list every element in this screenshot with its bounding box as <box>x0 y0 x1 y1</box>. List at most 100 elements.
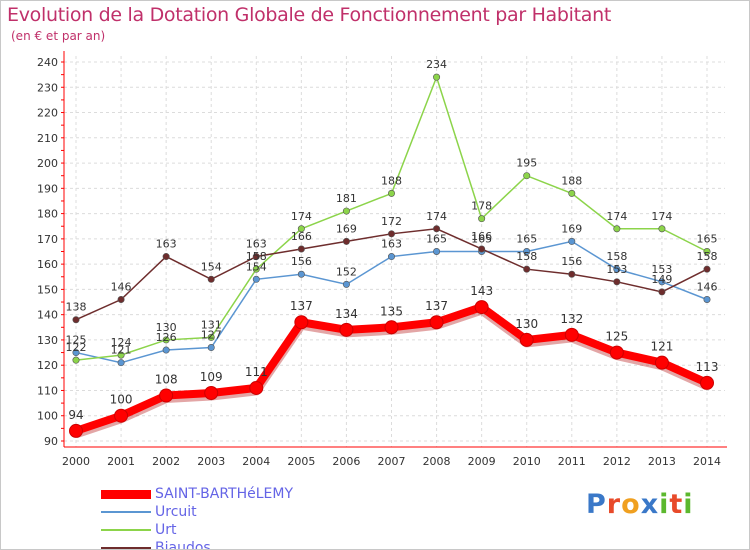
y-tick-label: 150 <box>37 283 58 296</box>
data-label-urt: 130 <box>156 321 177 334</box>
y-tick-label: 240 <box>37 56 58 69</box>
point-biaudos <box>207 275 215 283</box>
x-tick-label: 2006 <box>332 455 360 468</box>
legend-item: SAINT-BARTHéLEMY <box>101 485 293 503</box>
data-label-biaudos: 158 <box>516 250 537 263</box>
point-urt <box>658 225 666 233</box>
point-urt <box>162 336 170 344</box>
proxiti-logo: Proxiti <box>586 489 694 520</box>
y-tick-label: 210 <box>37 132 58 145</box>
point-urcuit <box>297 270 305 278</box>
y-tick-label: 160 <box>37 258 58 271</box>
data-label-urcuit: 121 <box>111 344 132 357</box>
data-label-biaudos: 158 <box>697 250 718 263</box>
point-urcuit <box>72 349 80 357</box>
chart-title: Evolution de la Dotation Globale de Fonc… <box>7 4 612 26</box>
data-label-urt: 188 <box>561 174 582 187</box>
data-label-biaudos: 166 <box>291 230 312 243</box>
x-tick-label: 2003 <box>197 455 225 468</box>
data-label-biaudos: 166 <box>471 230 492 243</box>
logo-letter: P <box>586 489 607 520</box>
data-label-biaudos: 146 <box>111 281 132 294</box>
point-saint-barth-lemy <box>294 315 309 330</box>
data-label-biaudos: 153 <box>606 263 627 276</box>
data-label-urt: 181 <box>336 192 357 205</box>
x-tick-label: 2014 <box>693 455 721 468</box>
point-biaudos <box>387 230 395 238</box>
legend-swatch <box>101 511 151 513</box>
point-urcuit <box>433 248 441 256</box>
point-saint-barth-lemy <box>519 332 534 347</box>
y-tick-label: 120 <box>37 359 58 372</box>
data-label-urcuit: 126 <box>156 331 177 344</box>
data-label-urcuit: 127 <box>201 329 222 342</box>
point-urt <box>117 351 125 359</box>
point-biaudos <box>613 278 621 286</box>
point-urt <box>297 225 305 233</box>
point-saint-barth-lemy <box>700 375 714 390</box>
data-label-urcuit: 125 <box>66 334 87 347</box>
data-label-urcuit: 165 <box>471 233 492 246</box>
point-urt <box>433 73 441 81</box>
point-urcuit <box>252 275 260 283</box>
point-biaudos <box>252 253 260 261</box>
point-biaudos <box>703 265 711 273</box>
data-label-biaudos: 156 <box>561 255 582 268</box>
point-urt <box>703 248 711 256</box>
data-label-saint-barth-lemy: 125 <box>605 330 628 344</box>
x-tick-label: 2011 <box>558 455 586 468</box>
y-tick-label: 220 <box>37 107 58 120</box>
point-urcuit <box>523 248 531 256</box>
data-label-urcuit: 165 <box>426 233 447 246</box>
data-label-urt: 174 <box>291 210 312 223</box>
data-label-urt: 165 <box>697 233 718 246</box>
data-label-biaudos: 163 <box>246 238 267 251</box>
point-urcuit <box>207 344 215 352</box>
data-label-urt: 158 <box>246 250 267 263</box>
y-tick-label: 110 <box>37 384 58 397</box>
data-label-saint-barth-lemy: 137 <box>425 299 448 313</box>
legend-swatch <box>101 547 151 549</box>
point-saint-barth-lemy <box>654 355 669 370</box>
legend-label: Urcuit <box>155 504 197 520</box>
x-tick-label: 2007 <box>378 455 406 468</box>
y-tick-label: 130 <box>37 334 58 347</box>
point-saint-barth-lemy <box>69 423 83 438</box>
point-urcuit <box>117 359 125 367</box>
data-label-urt: 122 <box>66 341 87 354</box>
data-label-saint-barth-lemy: 143 <box>470 284 493 298</box>
data-label-biaudos: 138 <box>66 301 87 314</box>
data-label-urt: 234 <box>426 58 447 71</box>
y-tick-label: 230 <box>37 81 58 94</box>
x-tick-label: 2013 <box>648 455 676 468</box>
point-saint-barth-lemy <box>474 300 489 315</box>
point-biaudos <box>297 245 305 253</box>
legend-item: Biaudos <box>101 539 293 549</box>
data-label-urcuit: 169 <box>561 222 582 235</box>
logo-letter: i <box>659 489 670 520</box>
data-label-saint-barth-lemy: 100 <box>110 393 133 407</box>
y-tick-label: 190 <box>37 182 58 195</box>
x-tick-label: 2000 <box>62 455 90 468</box>
data-label-urt: 174 <box>651 210 672 223</box>
point-saint-barth-lemy <box>159 388 174 403</box>
point-biaudos <box>72 316 80 324</box>
data-label-saint-barth-lemy: 132 <box>560 312 583 326</box>
x-tick-label: 2001 <box>107 455 135 468</box>
x-tick-label: 2002 <box>152 455 180 468</box>
data-label-urcuit: 152 <box>336 265 357 278</box>
legend-label: Urt <box>155 522 177 538</box>
point-saint-barth-lemy <box>384 320 399 335</box>
point-saint-barth-lemy <box>339 322 354 337</box>
point-saint-barth-lemy <box>249 380 264 395</box>
point-urt <box>207 333 215 341</box>
logo-letter: i <box>683 489 694 520</box>
data-label-saint-barth-lemy: 137 <box>290 299 313 313</box>
point-biaudos <box>478 245 486 253</box>
point-urt <box>252 265 260 273</box>
data-label-biaudos: 172 <box>381 215 402 228</box>
data-label-urcuit: 153 <box>651 263 672 276</box>
data-label-urt: 131 <box>201 318 222 331</box>
x-tick-label: 2012 <box>603 455 631 468</box>
